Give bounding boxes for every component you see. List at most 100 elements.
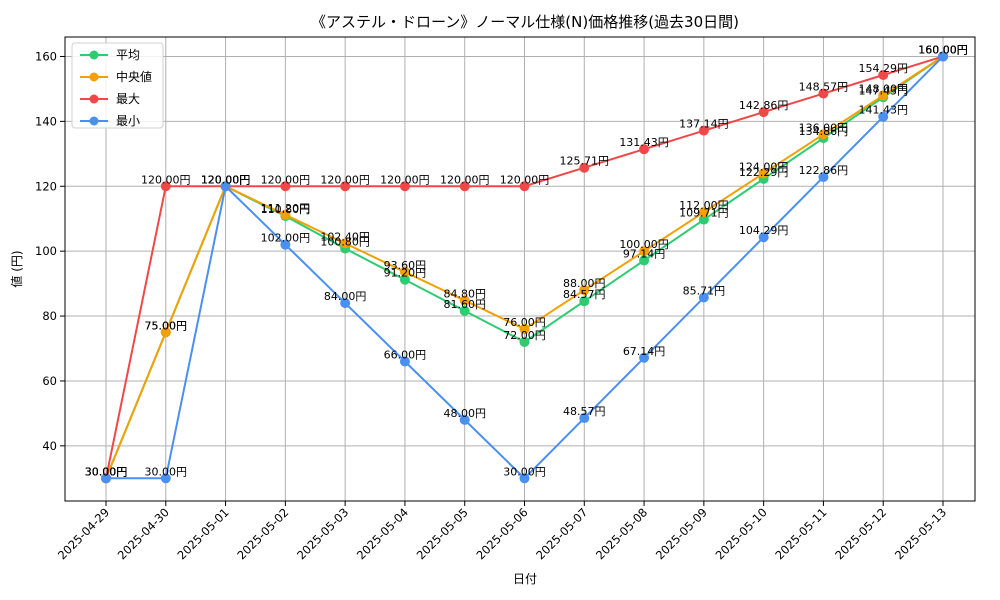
data-point xyxy=(818,171,829,182)
data-label: 100.80円 xyxy=(320,236,370,249)
data-point xyxy=(698,125,709,136)
data-point xyxy=(459,181,470,192)
grid-layer xyxy=(65,37,975,501)
data-label: 120.00円 xyxy=(201,173,251,186)
data-label: 147.43円 xyxy=(858,84,908,97)
data-point xyxy=(758,107,769,118)
data-point xyxy=(878,90,889,101)
data-label: 160.00円 xyxy=(918,43,968,56)
data-point xyxy=(160,327,171,338)
data-point xyxy=(340,181,351,192)
data-point xyxy=(280,181,291,192)
data-label: 137.14円 xyxy=(679,118,729,131)
data-point xyxy=(519,324,530,335)
data-label: 109.71円 xyxy=(679,207,729,220)
data-point xyxy=(639,255,650,266)
data-label: 120.00円 xyxy=(141,173,191,186)
data-label: 100.00円 xyxy=(619,238,669,251)
legend-entry: 平均 xyxy=(116,48,140,62)
legend-swatch-marker xyxy=(89,72,99,82)
legend-swatch-marker xyxy=(89,94,99,104)
x-tick-label: 2025-05-01 xyxy=(175,505,232,562)
data-point xyxy=(399,356,410,367)
data-point xyxy=(459,305,470,316)
data-labels-layer: 30.00円 75.00円 120.00円 110.80円 100.80円 91.20円 8… xyxy=(85,43,968,478)
data-label: 102.40円 xyxy=(320,230,370,243)
series-layer xyxy=(101,51,948,484)
data-point xyxy=(280,239,291,250)
data-label: 122.86円 xyxy=(799,164,849,177)
y-axis-label: 値 (円) xyxy=(9,250,24,287)
data-label: 66.00円 xyxy=(384,348,427,361)
data-point xyxy=(698,214,709,225)
data-label: 84.57円 xyxy=(563,288,606,301)
data-label: 30.00円 xyxy=(503,465,546,478)
data-point xyxy=(160,473,171,484)
data-point xyxy=(878,69,889,80)
data-label: 30.00円 xyxy=(145,465,188,478)
data-label: 148.57円 xyxy=(799,81,849,94)
data-point xyxy=(399,266,410,277)
legend-entry: 最大 xyxy=(116,92,140,106)
y-tick-label: 80 xyxy=(42,309,57,323)
y-tick-label: 120 xyxy=(35,179,57,193)
x-tick-label: 2025-05-05 xyxy=(414,505,471,562)
data-label: 30.00円 xyxy=(85,465,128,478)
legend-box xyxy=(71,42,164,129)
x-tick-label: 2025-05-04 xyxy=(354,505,411,562)
data-label: 120.00円 xyxy=(380,173,430,186)
data-point xyxy=(340,298,351,309)
data-label: 72.00円 xyxy=(503,329,546,342)
x-tick-label: 2025-05-02 xyxy=(234,505,291,562)
y-tick-label: 100 xyxy=(35,244,57,258)
data-point xyxy=(519,181,530,192)
data-label: 120.00円 xyxy=(201,173,251,186)
data-label: 67.14円 xyxy=(623,345,666,358)
data-point xyxy=(818,129,829,140)
data-label: 81.60円 xyxy=(443,298,486,311)
legend-entry: 最小 xyxy=(116,114,140,128)
data-point xyxy=(519,337,530,348)
y-axis: 40 60 80 100 120 140 160 xyxy=(35,49,65,453)
data-label: 112.00円 xyxy=(679,199,729,212)
data-label: 30.00円 xyxy=(85,465,128,478)
data-label: 84.80円 xyxy=(443,287,486,300)
y-tick-label: 160 xyxy=(35,49,57,63)
data-point xyxy=(579,413,590,424)
data-label: 75.00円 xyxy=(145,319,188,332)
data-label: 120.00円 xyxy=(320,173,370,186)
data-label: 48.57円 xyxy=(563,405,606,418)
x-tick-label: 2025-04-29 xyxy=(55,505,112,562)
data-point xyxy=(220,181,231,192)
data-point xyxy=(280,209,291,220)
data-label: 154.29円 xyxy=(858,62,908,75)
data-label: 141.43円 xyxy=(858,104,908,117)
data-point xyxy=(639,246,650,257)
data-point xyxy=(579,296,590,307)
data-point xyxy=(519,473,530,484)
data-label: 88.00円 xyxy=(563,277,606,290)
data-label: 142.86円 xyxy=(739,99,789,112)
data-label: 160.00円 xyxy=(918,43,968,56)
data-label: 120.00円 xyxy=(201,173,251,186)
y-tick-label: 140 xyxy=(35,114,57,128)
data-label: 120.00円 xyxy=(261,173,311,186)
data-point xyxy=(698,207,709,218)
legend-swatch-marker xyxy=(89,116,99,126)
x-axis: 2025-04-29 2025-04-30 2025-05-01 2025-05-02… xyxy=(55,501,949,562)
data-label: 120.00円 xyxy=(201,173,251,186)
data-label: 111.20円 xyxy=(261,202,311,215)
data-point xyxy=(101,473,111,484)
data-label: 48.00円 xyxy=(443,407,486,420)
data-point xyxy=(938,51,948,62)
legend-swatch-marker xyxy=(89,50,99,60)
x-tick-label: 2025-04-30 xyxy=(115,505,172,562)
x-tick-label: 2025-05-09 xyxy=(653,505,710,562)
data-label: 76.00円 xyxy=(503,316,546,329)
data-point xyxy=(340,238,351,249)
data-point xyxy=(698,292,709,303)
data-label: 104.29円 xyxy=(739,224,789,237)
data-label: 131.43円 xyxy=(619,136,669,149)
data-point xyxy=(878,111,889,122)
